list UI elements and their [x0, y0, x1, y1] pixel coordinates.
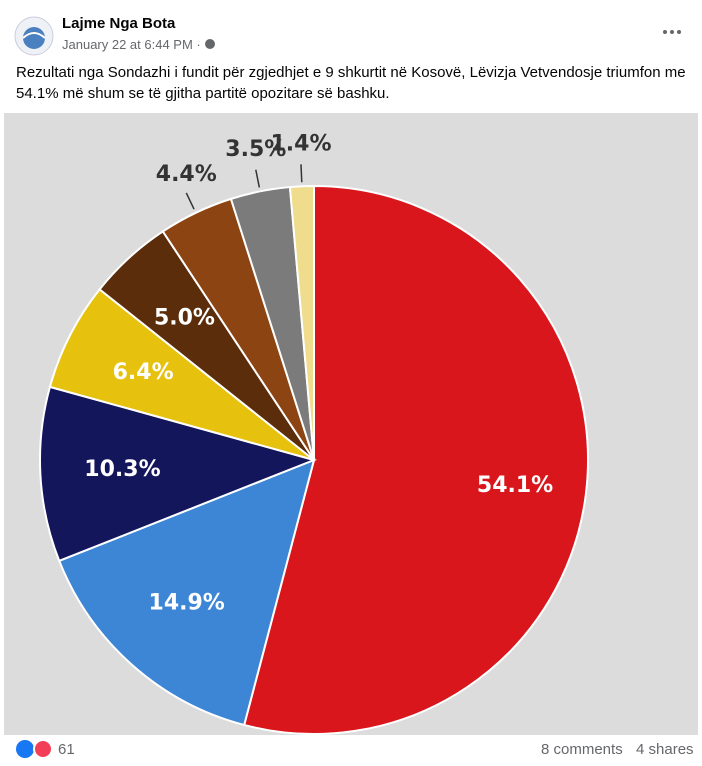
post-text: Rezultati nga Sondazhi i fundit për zgje…: [16, 64, 686, 102]
author[interactable]: Lajme Nga Bota: [62, 15, 176, 32]
leader-line: [300, 164, 303, 183]
pie-slice: [57, 458, 316, 727]
more-button[interactable]: [660, 24, 684, 40]
value-label: 10.3%: [84, 457, 160, 482]
value-label: 3.5%: [225, 137, 286, 162]
value-label: 4.4%: [156, 162, 217, 187]
avatar[interactable]: [14, 16, 54, 56]
timestamp-text[interactable]: January 22 at 6:44 PM ·: [62, 37, 201, 52]
value-label: 54.1%: [477, 473, 553, 498]
value-label: 1.4%: [270, 131, 331, 156]
chart: 54.1% 14.9% 10.3% 6.4% 5.0% 4.4% 3.5%1.4%: [4, 113, 698, 735]
leader-line: [255, 169, 261, 188]
shares-count[interactable]: 4 shares: [636, 741, 694, 758]
timestamp[interactable]: January 22 at 6:44 PM ·: [62, 37, 216, 52]
pie-slice: [39, 385, 318, 563]
value-label: 14.9%: [149, 590, 225, 615]
globe-icon: [205, 39, 216, 49]
reaction-count[interactable]: 61: [58, 741, 75, 758]
value-label: 6.4%: [113, 360, 174, 385]
reaction-icons[interactable]: [16, 739, 56, 759]
leader-line: [185, 192, 195, 210]
pie-slice: [242, 184, 589, 735]
comments-count[interactable]: 8 comments: [541, 741, 623, 758]
value-label: 5.0%: [154, 306, 215, 331]
pie-slice: [288, 184, 315, 461]
